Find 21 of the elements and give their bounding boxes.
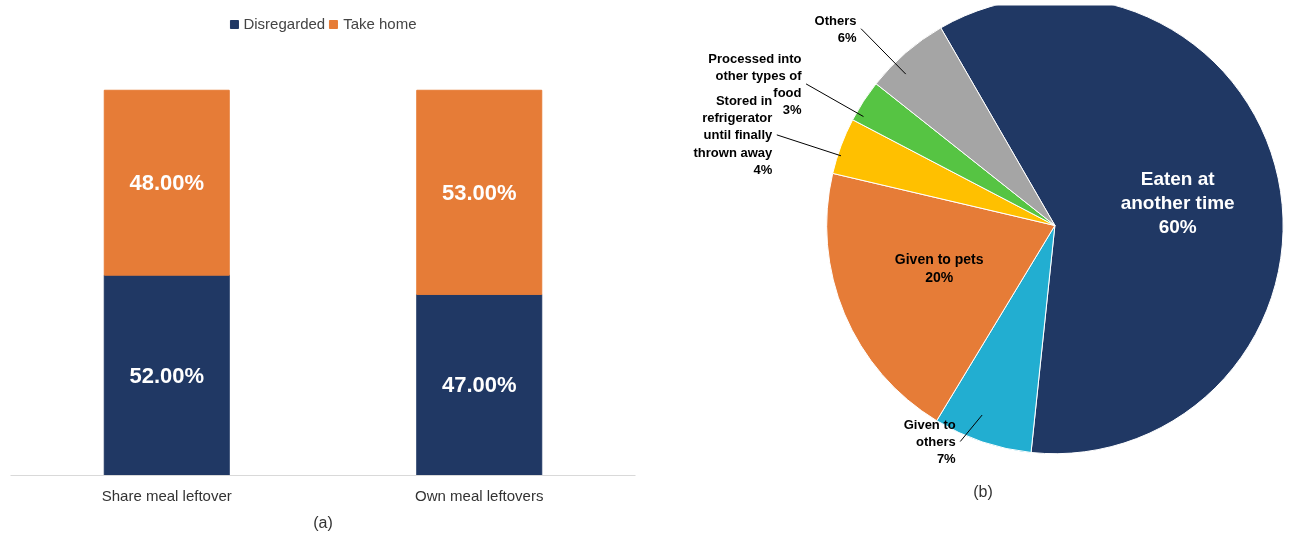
- legend-label: Take home: [343, 15, 417, 32]
- data-label: 52.00%: [129, 362, 205, 388]
- data-label: 20%: [925, 269, 954, 286]
- data-label: 53.00%: [441, 179, 517, 205]
- slice-label: Given to pets: [894, 250, 984, 267]
- slice-label: Others: [814, 12, 857, 28]
- data-label: 48.00%: [129, 170, 205, 196]
- data-label: 6%: [837, 29, 857, 45]
- text: (a): [313, 513, 333, 531]
- data-label: 7%: [936, 451, 957, 467]
- data-label: 3%: [782, 102, 802, 118]
- x-tick-label: Own meal leftovers: [415, 486, 544, 504]
- slice-label: Eaten at another time: [1120, 167, 1235, 214]
- data-label: 47.00%: [441, 372, 517, 398]
- slice-label: Stored in refrigerator until finally thrown away: [693, 92, 774, 160]
- slice-label: Given to others: [903, 416, 956, 449]
- legend-label: Disregarded: [243, 15, 326, 32]
- text: (b): [973, 482, 993, 500]
- data-label: 4%: [753, 161, 773, 177]
- data-label: 60%: [1158, 216, 1197, 238]
- x-tick-label: Share meal leftover: [101, 486, 232, 504]
